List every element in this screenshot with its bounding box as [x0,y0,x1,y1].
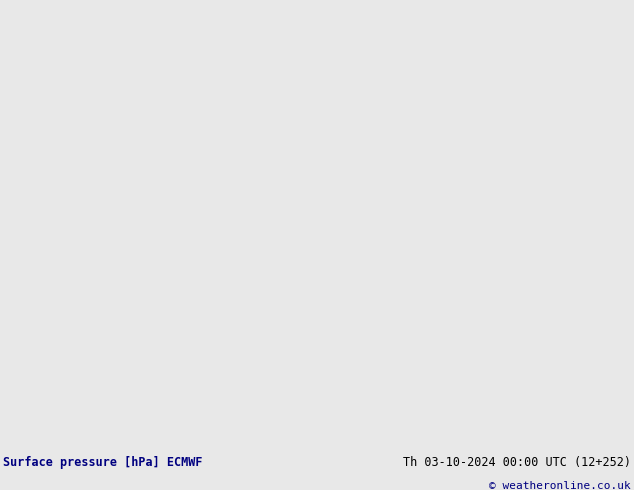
Text: Surface pressure [hPa] ECMWF: Surface pressure [hPa] ECMWF [3,456,203,469]
Text: Th 03-10-2024 00:00 UTC (12+252): Th 03-10-2024 00:00 UTC (12+252) [403,456,631,469]
Text: © weatheronline.co.uk: © weatheronline.co.uk [489,481,631,490]
